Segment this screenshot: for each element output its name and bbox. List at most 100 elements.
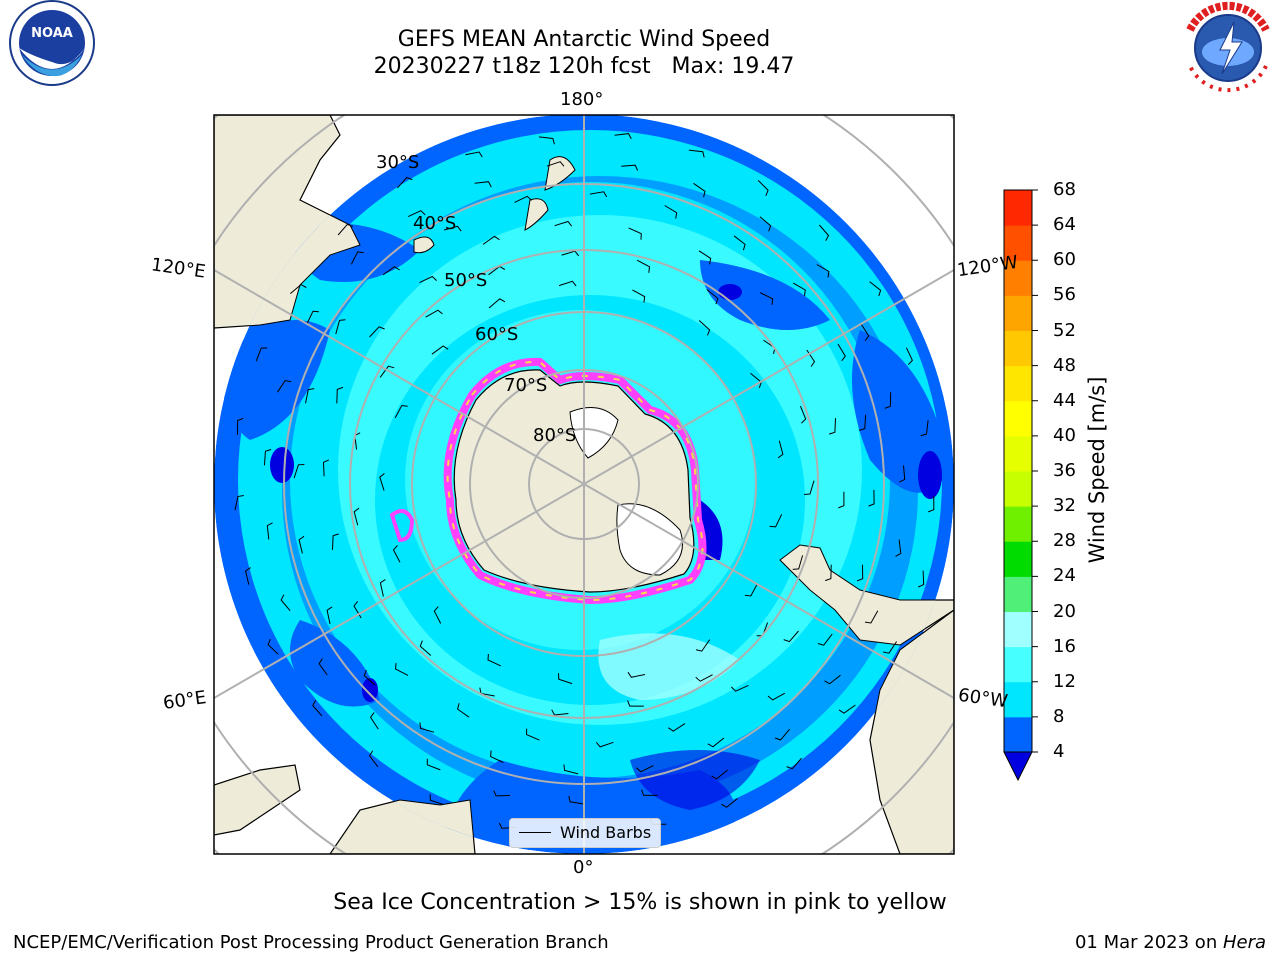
wind-barb — [255, 347, 268, 362]
wind-barb — [792, 555, 804, 570]
wind-barb — [431, 345, 449, 355]
wind-barb — [369, 326, 385, 338]
wind-barb — [538, 136, 555, 145]
wind-barb — [636, 259, 651, 273]
ice-shelf-ross — [569, 407, 619, 459]
wind-barb — [928, 495, 935, 513]
wind-barb — [614, 133, 632, 140]
wind-barbs-legend-label: Wind Barbs — [560, 823, 652, 842]
wind-barb — [419, 640, 432, 656]
wind-barb — [838, 491, 845, 509]
colorbar-segment — [1004, 400, 1032, 437]
wind-barb — [664, 205, 678, 219]
colorbar-under-arrow — [1003, 751, 1033, 782]
wind-barb — [730, 684, 749, 692]
wind-barb — [487, 653, 502, 667]
wind-barb — [786, 757, 802, 770]
footer-date: 01 Mar 2023 on Hera — [1075, 932, 1266, 953]
wind-barb — [769, 514, 783, 528]
wind-barbs — [234, 133, 935, 835]
lon-label-0: 0° — [573, 857, 594, 878]
wind-barb — [804, 480, 815, 495]
wind-barb — [336, 386, 344, 404]
wind-barb — [514, 195, 532, 203]
wind-barb — [920, 420, 929, 437]
colorbar-tick-label: 28 — [1053, 530, 1076, 552]
wind-barb — [394, 404, 408, 419]
wind-barb — [419, 722, 435, 733]
wind-barb — [277, 379, 292, 393]
wind-barb — [688, 149, 705, 158]
chart-title: GEFS MEAN Antarctic Wind Speed — [397, 27, 771, 52]
wind-barb — [698, 250, 712, 265]
ice-shelf-ronne — [616, 503, 683, 576]
colorbar-tick-label: 24 — [1053, 565, 1076, 587]
colorbar-segment — [1004, 365, 1032, 402]
wind-barb — [774, 728, 790, 741]
wind-barb — [335, 319, 346, 335]
wind-barb — [858, 414, 867, 431]
wind-barb — [245, 567, 251, 585]
wind-barb — [312, 699, 323, 717]
wind-barb — [350, 251, 364, 265]
lat-label-40s: 40°S — [413, 213, 457, 234]
wind-barb — [563, 764, 579, 775]
wind-barb — [707, 737, 725, 748]
wind-barb — [267, 638, 279, 655]
colorbar-tick-label: 68 — [1053, 179, 1076, 200]
colorbar-tick-label: 48 — [1053, 354, 1076, 376]
colorbar-segment — [1004, 435, 1032, 472]
wind-barb — [326, 606, 333, 625]
wind-barb — [884, 392, 892, 409]
wind-barb — [899, 465, 906, 483]
colorbar — [1003, 189, 1038, 782]
wind-barb — [621, 164, 639, 171]
wind-barb — [568, 795, 584, 805]
noaa-logo: NOAA — [9, 0, 95, 86]
wind-barb — [293, 464, 305, 479]
wind-barb — [264, 449, 272, 466]
wind-barb — [298, 535, 305, 554]
wind-barb — [864, 610, 879, 624]
wind-barb — [392, 545, 401, 563]
wind-barb — [554, 220, 573, 227]
colorbar-tick-label: 40 — [1053, 424, 1076, 446]
wind-barb — [397, 176, 413, 189]
wind-barb — [757, 180, 769, 196]
wind-barb — [860, 323, 870, 341]
wind-barb — [819, 224, 830, 242]
wind-barb — [627, 700, 644, 707]
wind-barb — [695, 639, 711, 652]
lat-label-50s: 50°S — [444, 270, 488, 291]
colorbar-segment — [1004, 506, 1032, 542]
wind-barb — [783, 630, 799, 643]
wind-barb — [525, 728, 540, 741]
wind-barb — [632, 289, 646, 303]
wind-barb — [407, 210, 426, 218]
wind-barb — [595, 741, 614, 748]
colorbar-tick-label: 60 — [1053, 249, 1076, 271]
wind-barb — [237, 417, 244, 435]
wind-barb — [558, 673, 573, 685]
wind-barb — [429, 794, 444, 806]
wind-barb — [883, 641, 898, 654]
colorbar-segment — [1004, 295, 1032, 331]
colorbar-tick-label: 64 — [1053, 214, 1076, 236]
colorbar-segment — [1004, 716, 1032, 753]
colorbar-segment — [1004, 576, 1032, 612]
wind-barb — [698, 320, 711, 336]
colorbar-segment — [1004, 225, 1032, 261]
wind-barb — [474, 181, 492, 188]
footer-date-text: 01 Mar 2023 on — [1074, 932, 1223, 953]
colorbar-tick-label: 36 — [1053, 460, 1076, 481]
wind-barb — [382, 266, 400, 276]
lat-label-30s: 30°S — [376, 152, 420, 173]
lat-label-80s: 80°S — [533, 425, 577, 446]
colorbar-tick-label: 20 — [1053, 600, 1076, 622]
sea-ice-ring — [389, 357, 707, 604]
wind-barb — [829, 418, 836, 435]
colorbar-segment — [1004, 471, 1032, 507]
wind-barb — [234, 495, 244, 511]
wind-barb — [280, 594, 291, 612]
wind-barb — [322, 459, 330, 477]
